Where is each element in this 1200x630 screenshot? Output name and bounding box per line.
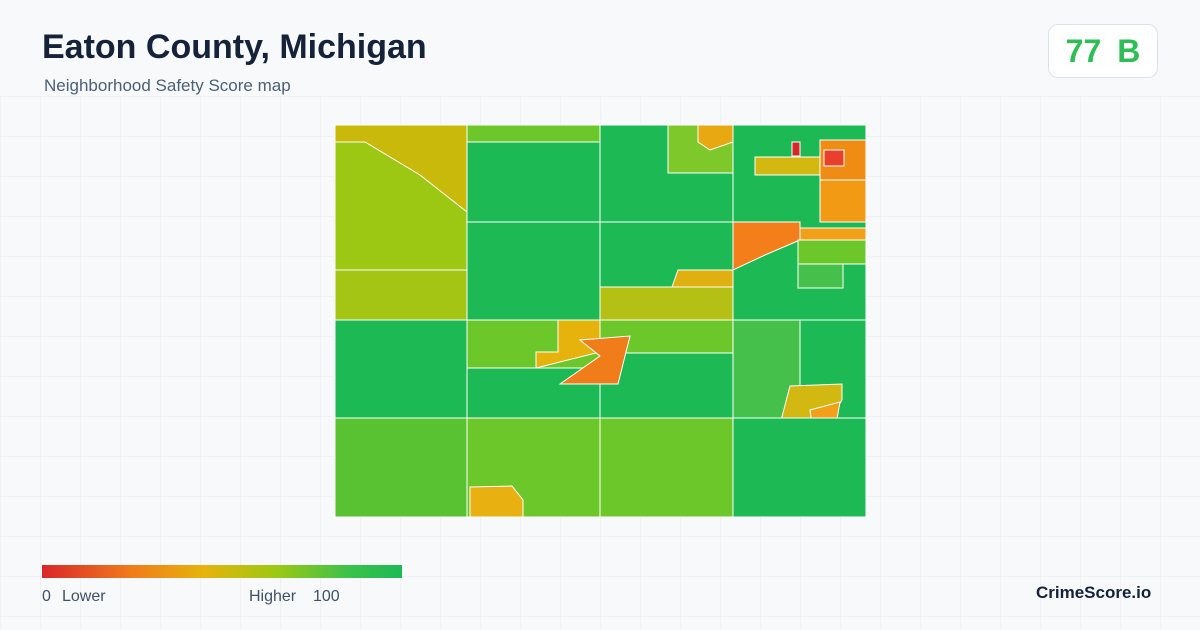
subtitle: Neighborhood Safety Score map — [44, 76, 291, 95]
legend-min: 0 — [42, 588, 51, 605]
score-grade: B — [1117, 32, 1141, 69]
title: Eaton County, Michigan — [42, 28, 427, 66]
legend-max: 100 — [313, 588, 340, 605]
legend-gradient — [42, 565, 402, 578]
score-value: 77 — [1065, 32, 1102, 69]
legend-max-label: Higher — [249, 588, 297, 605]
legend-min-label: Lower — [62, 588, 106, 605]
score-badge: 77 B — [1048, 24, 1158, 78]
county-map — [334, 124, 867, 518]
brand: CrimeScore.io — [1036, 583, 1152, 602]
